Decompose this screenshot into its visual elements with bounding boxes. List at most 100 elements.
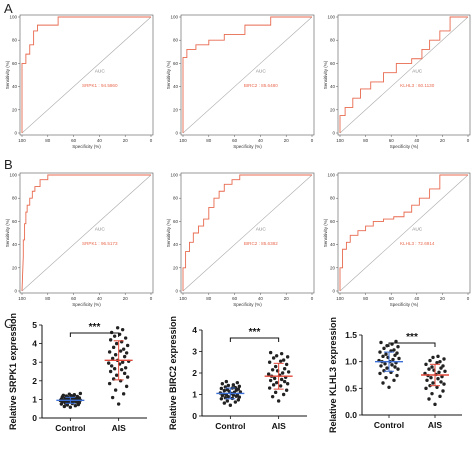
y-axis-label: Relative SRPK1 expression [8, 313, 18, 430]
data-point [78, 391, 83, 396]
y-tick-label: 80 [173, 196, 179, 201]
data-point [425, 378, 429, 383]
data-point [282, 367, 287, 371]
data-point [271, 383, 276, 387]
data-point [428, 358, 432, 363]
data-point [222, 388, 227, 393]
y-tick-label: 100 [327, 15, 335, 20]
auc-label: AUC [412, 227, 423, 233]
data-point [120, 327, 125, 332]
x-tick-label: 100 [18, 138, 26, 143]
data-point [397, 356, 401, 361]
data-point [109, 364, 114, 368]
x-tick-label-control: Control [55, 423, 85, 433]
data-point [424, 386, 428, 391]
y-axis-label: Sensitivity (%) [323, 60, 328, 89]
data-point [110, 356, 115, 361]
y-tick-label: 60 [330, 61, 336, 66]
auc-label: AUC [256, 69, 267, 75]
y-tick-label: 1 [32, 394, 37, 404]
y-tick-label: 0 [192, 411, 197, 421]
data-point [424, 362, 428, 367]
roc-curve [21, 16, 151, 133]
data-point [278, 359, 283, 363]
data-point [379, 364, 383, 368]
roc-curve [339, 174, 468, 291]
data-point [379, 340, 383, 345]
y-tick-label: 100 [9, 15, 17, 20]
plot-frame [180, 14, 315, 136]
auc-value: BIRC2 : 85.6382 [244, 241, 278, 246]
data-point [271, 356, 276, 360]
data-point [121, 392, 126, 396]
roc-curve [339, 16, 468, 133]
x-tick-label: 100 [179, 138, 187, 143]
y-axis-label: Sensitivity (%) [5, 60, 10, 89]
data-point [219, 397, 224, 401]
data-point [438, 359, 442, 364]
data-point [270, 394, 275, 399]
y-axis-label: Sensitivity (%) [323, 218, 328, 247]
data-point [382, 346, 386, 351]
data-point [274, 380, 279, 385]
data-point [435, 361, 439, 365]
data-point [120, 360, 125, 364]
roc-curve [182, 16, 312, 133]
data-point [393, 365, 397, 369]
data-point [225, 388, 230, 392]
x-tick-label: 60 [389, 296, 395, 301]
data-point [231, 383, 236, 387]
data-point [237, 384, 242, 389]
data-point [124, 351, 129, 355]
data-point [436, 377, 440, 381]
y-tick-label: 4 [32, 339, 37, 349]
x-tick-label: 100 [18, 296, 26, 301]
data-point [107, 381, 112, 386]
chart-c2: 0 1 2 3 4 Control AIS Relative BIRC2 expression… [168, 316, 307, 431]
data-point [435, 385, 439, 389]
panel-letter-b: B [4, 157, 13, 172]
x-tick-label: 0 [467, 138, 470, 143]
x-tick-label: 100 [179, 296, 187, 301]
x-tick-label: 40 [97, 138, 103, 143]
data-point [396, 345, 400, 349]
data-point [391, 357, 395, 362]
auc-value: KLHL3 : 60.1130 [400, 83, 435, 88]
x-tick-label: 40 [97, 296, 103, 301]
data-point [439, 366, 443, 370]
y-tick-label: 0.5 [345, 383, 357, 393]
data-point [443, 369, 447, 373]
data-point [395, 351, 399, 355]
y-tick-label: 60 [12, 61, 18, 66]
data-point [122, 371, 127, 376]
data-point [439, 380, 443, 384]
data-point [276, 399, 281, 403]
data-point [111, 345, 116, 350]
data-point [427, 397, 431, 401]
y-tick-label: 0 [14, 289, 17, 294]
auc-label: AUC [95, 69, 106, 75]
data-point [72, 393, 77, 397]
data-point [110, 395, 115, 400]
data-point [122, 354, 127, 359]
data-point [119, 367, 124, 372]
chart-c3: 0.0 0.5 1.0 1.5 Control AIS Relative KLHL3 exp… [328, 317, 462, 433]
x-tick-label: 80 [363, 296, 369, 301]
data-point [430, 391, 434, 396]
x-tick-label: 40 [414, 138, 420, 143]
data-point [285, 382, 290, 386]
data-point [440, 374, 444, 379]
x-axis-label: Specificity (%) [233, 144, 262, 149]
data-point [268, 378, 273, 383]
data-point [237, 395, 242, 399]
y-axis-label: Sensitivity (%) [5, 218, 10, 247]
data-point [224, 379, 229, 384]
y-tick-label: 80 [173, 38, 179, 43]
y-tick-label: 40 [330, 242, 336, 247]
x-tick-label: 0 [150, 138, 153, 143]
data-point [268, 350, 273, 355]
chart-c1: 0 1 2 3 4 5 Control AIS Relative SRPK1 expressio… [8, 313, 147, 433]
y-tick-label: 2 [192, 368, 197, 378]
auc-label: AUC [95, 227, 106, 233]
